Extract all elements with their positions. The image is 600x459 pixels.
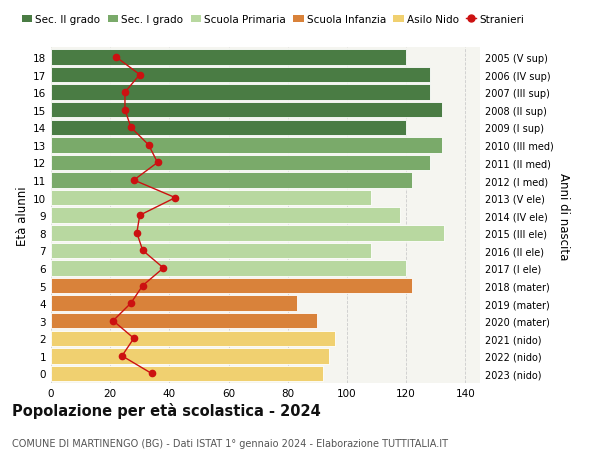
Bar <box>51 296 296 311</box>
Bar <box>51 120 406 136</box>
Bar <box>51 313 317 329</box>
Bar <box>51 173 412 188</box>
Bar <box>51 331 335 346</box>
Bar <box>51 50 406 66</box>
Bar <box>51 138 442 153</box>
Legend: Sec. II grado, Sec. I grado, Scuola Primaria, Scuola Infanzia, Asilo Nido, Stran: Sec. II grado, Sec. I grado, Scuola Prim… <box>22 15 524 25</box>
Bar <box>51 278 412 294</box>
Bar <box>51 156 430 171</box>
Bar <box>51 85 430 101</box>
Bar <box>51 67 430 83</box>
Text: Popolazione per età scolastica - 2024: Popolazione per età scolastica - 2024 <box>12 403 321 419</box>
Bar <box>51 225 445 241</box>
Bar <box>51 208 400 224</box>
Bar <box>51 243 371 258</box>
Bar <box>51 190 371 206</box>
Y-axis label: Età alunni: Età alunni <box>16 186 29 246</box>
Bar <box>51 261 406 276</box>
Text: COMUNE DI MARTINENGO (BG) - Dati ISTAT 1° gennaio 2024 - Elaborazione TUTTITALIA: COMUNE DI MARTINENGO (BG) - Dati ISTAT 1… <box>12 438 448 448</box>
Bar <box>51 366 323 381</box>
Y-axis label: Anni di nascita: Anni di nascita <box>557 172 570 259</box>
Bar <box>51 348 329 364</box>
Bar <box>51 103 442 118</box>
